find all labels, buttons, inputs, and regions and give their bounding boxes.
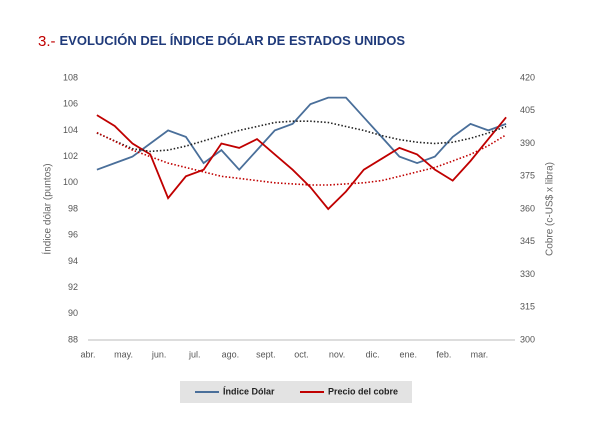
y2-tick-label: 345	[520, 236, 535, 246]
y2-tick-label: 300	[520, 334, 535, 344]
x-tick-label: mar.	[471, 349, 489, 359]
y2-tick-label: 360	[520, 203, 535, 213]
series-line	[96, 114, 507, 211]
x-tick-label: sept.	[256, 349, 276, 359]
y-tick-label: 94	[68, 256, 78, 266]
legend-label: Precio del cobre	[328, 386, 398, 396]
trend-line	[96, 120, 507, 153]
x-tick-label: dic.	[366, 349, 380, 359]
y2-tick-label: 375	[520, 171, 535, 181]
x-tick-label: ago.	[222, 349, 240, 359]
y-tick-label: 92	[68, 282, 78, 292]
x-tick-label: oct.	[294, 349, 309, 359]
y2-tick-label: 420	[520, 72, 535, 82]
chart-title: 3.- EVOLUCIÓN DEL ÍNDICE DÓLAR DE ESTADOS…	[38, 33, 405, 50]
y-tick-label: 100	[63, 177, 78, 187]
y-tick-label: 106	[63, 99, 78, 109]
y2-axis-label: Cobre (c-US$ x libra)	[545, 162, 556, 256]
x-tick-label: nov.	[329, 349, 345, 359]
x-tick-label: abr.	[80, 349, 95, 359]
legend-box	[180, 381, 412, 403]
x-tick-label: jul.	[188, 349, 201, 359]
y2-tick-label: 315	[520, 302, 535, 312]
y2-tick-label: 405	[520, 105, 535, 115]
series-line	[96, 96, 507, 172]
y-tick-label: 90	[68, 308, 78, 318]
x-tick-label: feb.	[436, 349, 451, 359]
title-number: 3.-	[38, 33, 56, 50]
x-tick-label: ene.	[399, 349, 417, 359]
y-tick-label: 96	[68, 230, 78, 240]
x-tick-label: jun.	[151, 349, 167, 359]
y-tick-label: 88	[68, 334, 78, 344]
x-tick-label: may.	[114, 349, 133, 359]
y-tick-label: 102	[63, 151, 78, 161]
y2-tick-label: 330	[520, 269, 535, 279]
y2-tick-label: 390	[520, 138, 535, 148]
title-text: EVOLUCIÓN DEL ÍNDICE DÓLAR DE ESTADOS UN…	[60, 33, 406, 48]
y-tick-label: 108	[63, 72, 78, 82]
legend-label: Índice Dólar	[223, 386, 275, 396]
y-tick-label: 104	[63, 125, 78, 135]
y-tick-label: 98	[68, 203, 78, 213]
y-axis-label: Índice dólar (puntos)	[41, 163, 54, 254]
trend-line	[96, 131, 507, 186]
